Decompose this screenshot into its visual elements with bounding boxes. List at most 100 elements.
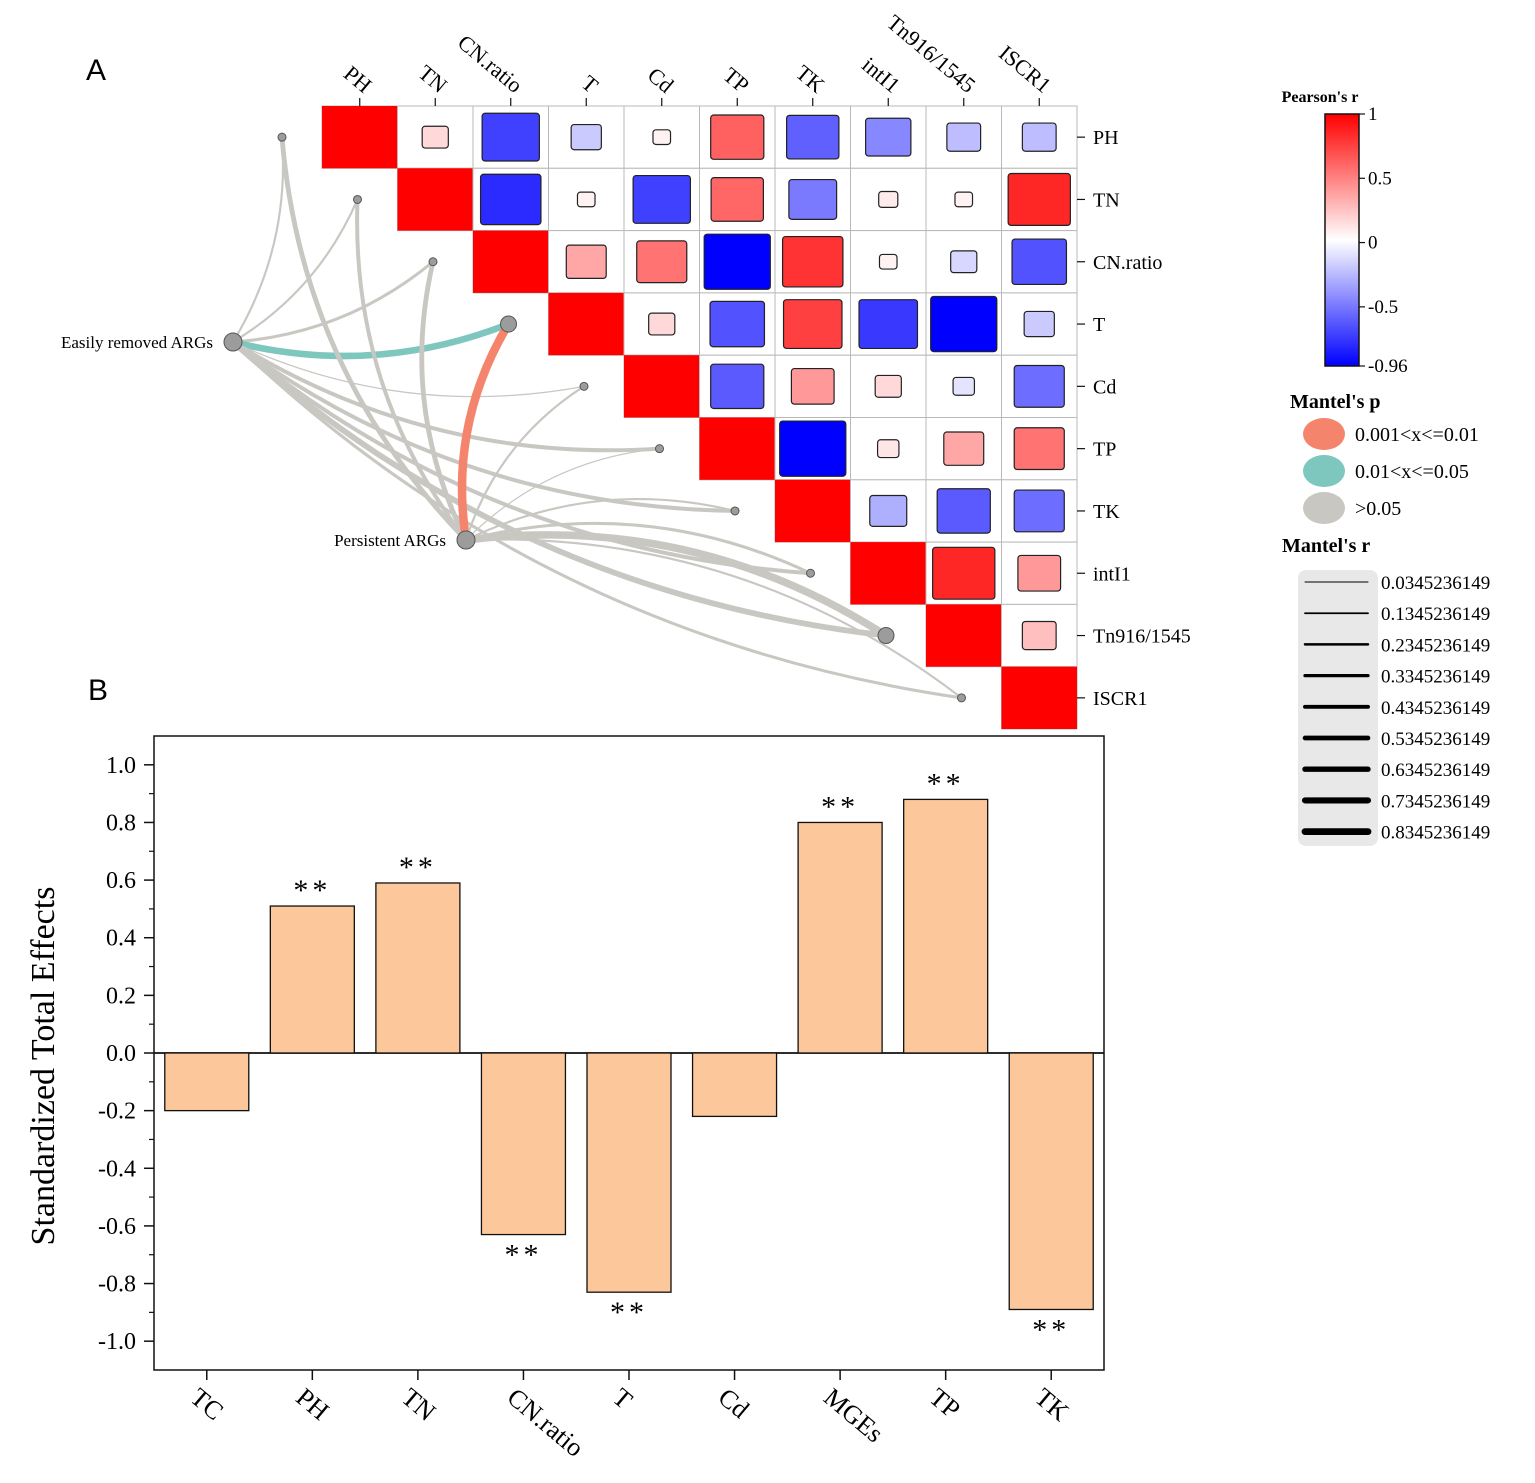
mantel-target-node-inti1	[806, 568, 815, 578]
correlation-mark-t-inti1	[858, 299, 919, 350]
significance-tn: **	[399, 851, 437, 884]
mantel-p-label-1: 0.01<x<=0.05	[1355, 461, 1469, 483]
correlation-mark-t-tn916-1545	[930, 295, 998, 353]
colorbar-ticks: 1 0.5 0 -0.5 -0.96	[1359, 104, 1408, 377]
colorbar-tick-label-1: 0.5	[1368, 168, 1392, 189]
correlation-mark-ph-cn-ratio	[481, 112, 540, 162]
correlation-mark-ph-iscr1	[1021, 122, 1057, 152]
mantel-p-title: Mantel's p	[1290, 391, 1381, 413]
right-label-inti1: intI1	[1093, 563, 1131, 585]
right-label-ph: PH	[1093, 127, 1119, 149]
x-axis: TC PH TN CN.ratio T Cd MGEs TP TK	[185, 1370, 1075, 1463]
correlation-mark-t-tp	[709, 300, 766, 348]
correlation-mark-tk-iscr1	[1013, 489, 1065, 533]
correlation-mark-cd-inti1	[874, 374, 902, 398]
mantel-link-easily-removed-args-cn-ratio	[231, 260, 435, 344]
correlation-mark-tp-inti1	[876, 439, 900, 459]
panel-a-label: A	[86, 54, 106, 87]
y-tick-label-2: 0.6	[106, 868, 136, 894]
correlation-mark-tp-iscr1	[1013, 427, 1065, 471]
right-label-cd: Cd	[1093, 376, 1116, 398]
bar-cd	[691, 1052, 778, 1118]
correlation-mark-t-tk	[782, 299, 843, 350]
correlation-mark-tn916-1545-iscr1	[1021, 620, 1057, 651]
mantel-r-label-6: 0.6345236149	[1381, 760, 1490, 781]
significance-ph: **	[293, 874, 331, 907]
mantel-r-legend: Mantel's r 0.0345236149 0.1345236149 0.234…	[1282, 535, 1490, 846]
correlation-mark-tp-tp	[699, 417, 775, 480]
mantel-p-label-0: 0.001<x<=0.01	[1355, 424, 1479, 446]
top-label-iscr1: ISCR1	[994, 40, 1056, 98]
correlation-mark-inti1-iscr1	[1017, 554, 1062, 592]
panel-b-label: B	[88, 674, 108, 707]
correlation-mark-t-iscr1	[1023, 310, 1055, 338]
mantel-p-label-2: >0.05	[1355, 498, 1401, 520]
correlation-mark-t-t	[548, 292, 624, 356]
correlation-mark-cd-cd	[624, 355, 700, 418]
correlation-mark-ph-tn916-1545	[946, 122, 982, 152]
correlation-mark-cn-ratio-inti1	[878, 253, 898, 270]
x-tick-label-tp: TP	[924, 1382, 966, 1424]
mantel-link-easily-removed-args-tn	[231, 198, 359, 344]
mantel-target-node-t	[500, 315, 517, 333]
correlation-mark-tp-tk	[779, 420, 847, 477]
right-label-tn: TN	[1093, 189, 1120, 211]
correlation-mark-tn-iscr1	[1007, 172, 1071, 227]
correlation-mark-tk-inti1	[869, 494, 908, 527]
correlation-mark-tn916-1545-tn916-1545	[926, 604, 1002, 667]
mantel-link-persistent-args-cd	[464, 385, 586, 542]
correlation-mark-tn-cd	[632, 174, 691, 224]
y-tick-label-9: -0.8	[98, 1272, 136, 1298]
mantel-target-node-cd	[579, 381, 589, 391]
bar-tn	[375, 882, 461, 1054]
right-label-tp: TP	[1093, 439, 1116, 461]
significance-tk: **	[1032, 1313, 1070, 1346]
mantel-r-label-7: 0.7345236149	[1381, 791, 1490, 812]
mantel-target-node-ph	[277, 132, 287, 142]
mantel-link-easily-removed-args-tp	[231, 340, 662, 453]
right-label-t: T	[1093, 314, 1105, 336]
bars: ** ** ** ** ** ** **	[164, 767, 1094, 1346]
correlation-mark-tn-cn-ratio	[479, 173, 542, 226]
mantel-p-swatch-1	[1303, 455, 1345, 487]
mantel-p-legend: Mantel's p 0.001<x<=0.01 0.01<x<=0.05 >0.0…	[1290, 391, 1479, 524]
correlation-mark-tp-tn916-1545	[943, 431, 985, 466]
mantel-link-persistent-args-cn-ratio	[419, 259, 469, 543]
mantel-target-node-tn	[353, 194, 362, 204]
mantel-links	[229, 134, 964, 700]
top-label-cd: Cd	[643, 62, 679, 98]
colorbar-gradient	[1324, 113, 1360, 367]
correlation-mark-cd-tn916-1545	[952, 376, 976, 396]
correlation-mark-ph-tp	[710, 114, 765, 160]
mantel-r-items: 0.0345236149 0.1345236149 0.2345236149 0.33…	[1301, 573, 1490, 844]
right-label-tk: TK	[1093, 501, 1120, 523]
top-label-tk: TK	[791, 60, 830, 98]
pearson-colorbar: Pearson's r 1 0.5 0 -0.5 -0.96	[1282, 89, 1408, 377]
mantel-nodes: Easily removed ARGs Persistent ARGs	[61, 132, 966, 703]
mantel-link-persistent-args-tn916-1545	[462, 531, 890, 640]
mantel-link-persistent-args-tk	[464, 498, 737, 542]
y-tick-label-5: 0.0	[106, 1041, 136, 1067]
mantel-r-title: Mantel's r	[1282, 535, 1370, 557]
x-tick-label-mges: MGEs	[818, 1382, 889, 1448]
correlation-mark-cd-iscr1	[1013, 364, 1065, 408]
significance-t: **	[610, 1296, 648, 1329]
right-label-iscr1: ISCR1	[1093, 688, 1147, 710]
mantel-link-easily-removed-args-cd	[232, 341, 585, 398]
y-tick-label-4: 0.2	[106, 983, 136, 1009]
y-tick-label-3: 0.4	[106, 926, 136, 952]
bar-ph	[269, 905, 355, 1054]
correlation-mark-cn-ratio-tp	[703, 233, 771, 290]
x-tick-label-cn-ratio: CN.ratio	[502, 1382, 590, 1462]
x-tick-label-tn: TN	[396, 1382, 441, 1427]
mantel-link-easily-removed-args-iscr1	[231, 340, 964, 700]
bar-t	[586, 1052, 672, 1293]
mantel-target-node-iscr1	[957, 693, 966, 703]
correlation-mark-cd-tk	[790, 367, 835, 405]
bar-mges	[797, 821, 883, 1054]
y-tick-label-7: -0.4	[98, 1156, 136, 1182]
y-tick-label-0: 1.0	[106, 753, 136, 779]
